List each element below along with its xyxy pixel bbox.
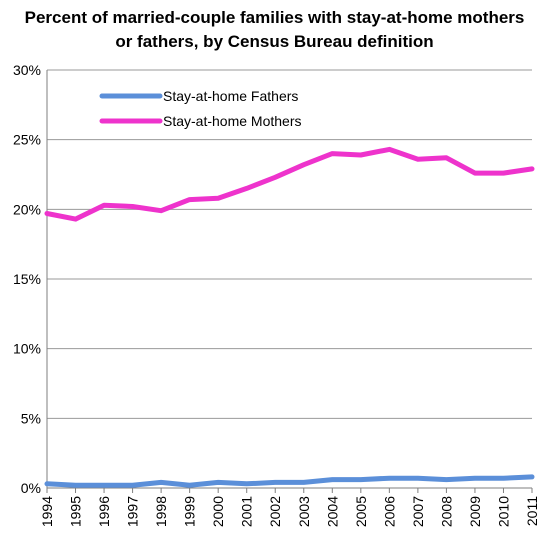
- x-tick-label: 2003: [296, 496, 312, 527]
- y-tick-label: 30%: [13, 62, 41, 78]
- chart-title-line-2: or fathers, by Census Bureau definition: [115, 32, 434, 51]
- x-tick-label: 2002: [267, 496, 283, 527]
- y-tick-label: 0%: [21, 480, 41, 496]
- x-tick-label: 1996: [96, 496, 112, 527]
- series-line-stay-at-home-mothers: [44, 146, 535, 222]
- x-tick-label: 2007: [410, 496, 426, 527]
- x-tick-label: 2004: [324, 496, 340, 527]
- legend-label-stay-at-home-mothers: Stay-at-home Mothers: [163, 113, 302, 129]
- x-tick-label: 1995: [68, 496, 84, 527]
- x-tick-label: 1994: [39, 496, 55, 527]
- chart-title: Percent of married-couple families with …: [0, 6, 549, 54]
- y-tick-label: 15%: [13, 271, 41, 287]
- x-tick-label: 2006: [381, 496, 397, 527]
- y-tick-label: 10%: [13, 341, 41, 357]
- y-tick-label: 25%: [13, 132, 41, 148]
- x-tick-label: 2000: [210, 496, 226, 527]
- x-tick-label: 2008: [438, 496, 454, 527]
- x-tick-label: 2011: [524, 496, 540, 526]
- x-tick-label: 2010: [495, 496, 511, 527]
- x-tick-label: 1997: [125, 496, 141, 527]
- series-line-stay-at-home-fathers: [44, 474, 535, 488]
- legend-label-stay-at-home-fathers: Stay-at-home Fathers: [163, 88, 298, 104]
- y-tick-label: 20%: [13, 201, 41, 217]
- x-tick-label: 2009: [467, 496, 483, 527]
- x-tick-label: 2001: [239, 496, 255, 527]
- y-tick-label: 5%: [21, 410, 41, 426]
- chart-title-line-1: Percent of married-couple families with …: [24, 8, 525, 27]
- x-tick-label: 1998: [153, 496, 169, 527]
- x-tick-label: 1999: [182, 496, 198, 527]
- x-tick-label: 2005: [353, 496, 369, 527]
